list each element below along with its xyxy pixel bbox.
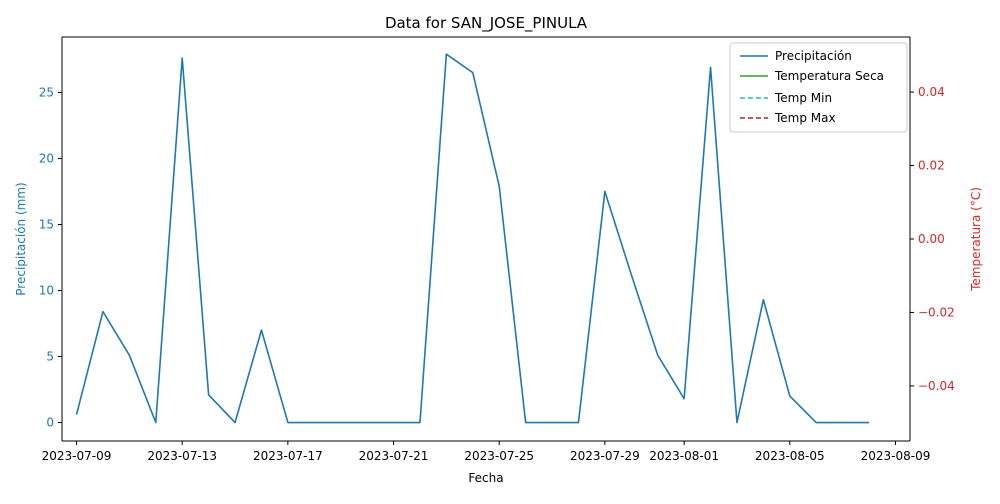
- legend-label-temp-min: Temp Min: [774, 91, 832, 105]
- y-right-ticks: −0.04 −0.02 0.00 0.02 0.04: [910, 85, 955, 393]
- series-layer: [75, 53, 870, 424]
- legend: Precipitación Temperatura Seca Temp Min …: [729, 42, 908, 133]
- y-right-tick-label: 0.00: [918, 232, 945, 246]
- y-right-tick-label: 0.02: [918, 159, 945, 173]
- legend-label-precipitacion: Precipitación: [775, 49, 852, 63]
- y-right-tick-label: 0.04: [918, 85, 945, 99]
- x-ticks: 2023-07-09 2023-07-13 2023-07-17 2023-07-21…: [42, 441, 931, 463]
- x-tick-label: 2023-08-09: [861, 449, 931, 463]
- y-left-tick-label: 15: [39, 217, 54, 231]
- series-line-precipitacion: [75, 53, 870, 424]
- x-tick-label: 2023-07-29: [570, 449, 640, 463]
- y-left-tick-label: 0: [46, 416, 54, 430]
- y-left-axis-label: Precipitación (mm): [14, 182, 28, 295]
- y-left-tick-label: 25: [39, 85, 54, 99]
- legend-label-temp-max: Temp Max: [774, 111, 836, 125]
- x-tick-label: 2023-08-05: [755, 449, 825, 463]
- legend-box: [729, 42, 908, 133]
- legend-label-temp-seca: Temperatura Seca: [774, 69, 884, 83]
- y-left-tick-label: 20: [39, 151, 54, 165]
- axes-layer: [61, 36, 911, 442]
- y-left-tick-label: 5: [46, 350, 54, 364]
- x-tick-label: 2023-07-25: [464, 449, 534, 463]
- y-left-ticks: 0 5 10 15 20 25: [39, 85, 62, 430]
- x-tick-label: 2023-07-13: [147, 449, 217, 463]
- y-right-tick-label: −0.04: [918, 379, 955, 393]
- chart-title: Data for SAN_JOSE_PINULA: [385, 14, 588, 33]
- x-tick-label: 2023-07-09: [42, 449, 112, 463]
- x-tick-label: 2023-08-01: [649, 449, 719, 463]
- y-right-tick-label: −0.02: [918, 305, 955, 319]
- x-tick-label: 2023-07-21: [359, 449, 429, 463]
- y-left-tick-label: 10: [39, 283, 54, 297]
- x-axis-label: Fecha: [468, 471, 503, 485]
- x-tick-label: 2023-07-17: [253, 449, 323, 463]
- y-right-axis-label: Temperatura (°C): [969, 187, 983, 292]
